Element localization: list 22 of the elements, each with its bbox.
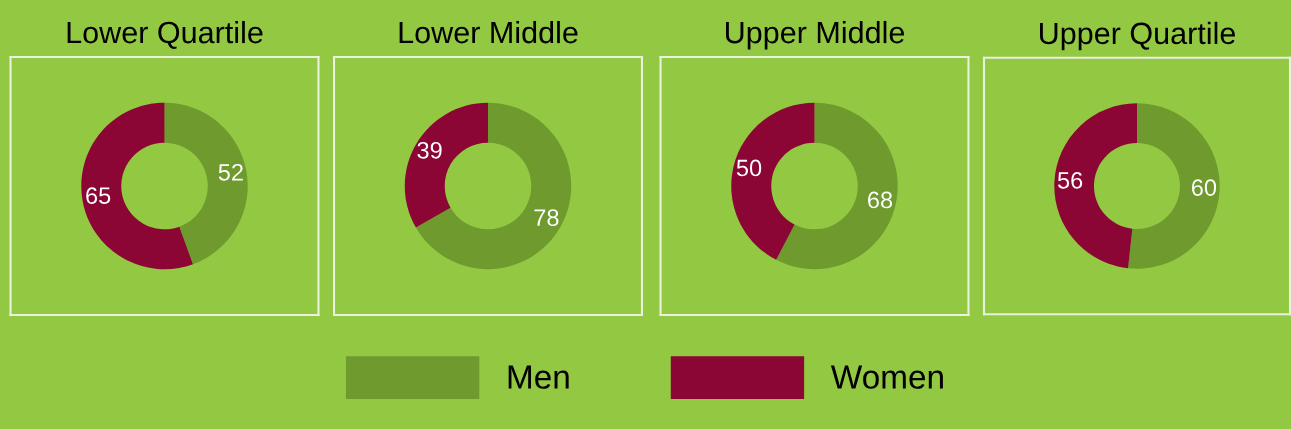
donut-slice	[776, 102, 898, 270]
chart-title: Lower Quartile	[67, 20, 263, 49]
data-label: 50	[736, 159, 762, 177]
donut-slice	[81, 102, 193, 270]
chart-title: Upper Middle	[726, 20, 905, 50]
chart-title: Upper Quartile	[1040, 21, 1235, 51]
donut-slice	[415, 102, 572, 270]
donut-slice	[404, 102, 488, 228]
legend-label: Men	[508, 365, 569, 389]
data-label: 39	[417, 141, 442, 159]
donut-slice	[731, 102, 815, 260]
data-label: 52	[218, 163, 243, 181]
donut-slice	[1128, 103, 1220, 269]
data-label: 65	[86, 187, 111, 205]
donut-slice	[1054, 103, 1137, 269]
data-label: 60	[1191, 179, 1217, 196]
data-label: 78	[534, 209, 559, 227]
data-label: 56	[1057, 171, 1083, 189]
donut-slice	[164, 102, 248, 265]
legend-label: Women	[830, 365, 943, 389]
data-label: 68	[868, 191, 893, 209]
chart-title: Lower Middle	[399, 20, 578, 44]
